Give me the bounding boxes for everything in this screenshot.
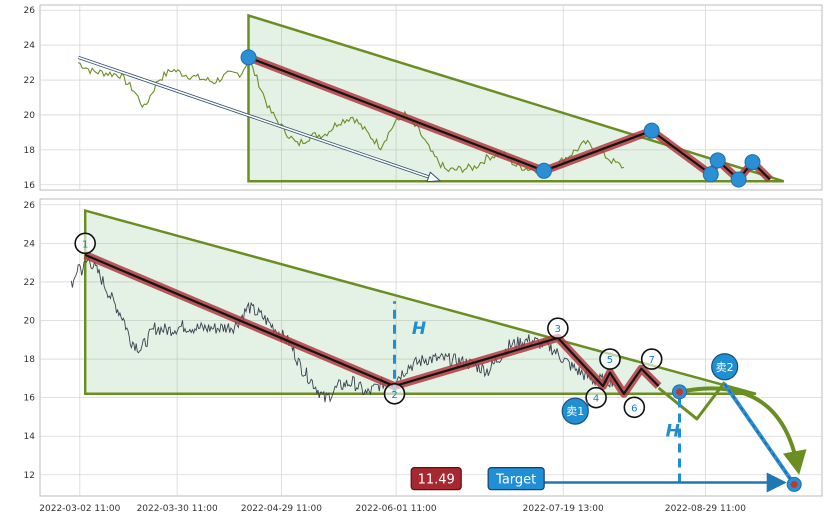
pivot-marker-3 bbox=[547, 317, 569, 340]
top-trend-arrow bbox=[77, 56, 437, 181]
bottom-panel-frame bbox=[39, 198, 823, 497]
top-y-tick-label: 24 bbox=[24, 41, 36, 51]
pivot-label-7: 7 bbox=[649, 355, 655, 366]
pivot-label-6: 6 bbox=[631, 403, 637, 414]
x-tick-label: 2022-07-19 13:00 bbox=[523, 504, 604, 514]
measure-h-label: H bbox=[412, 319, 426, 339]
bottom-y-tick-label: 18 bbox=[24, 355, 36, 365]
top-pivot-point bbox=[240, 49, 257, 66]
pivot-label-1: 1 bbox=[82, 239, 88, 250]
top-pivot-point bbox=[535, 162, 552, 179]
x-tick-label: 2022-04-29 11:00 bbox=[241, 504, 322, 514]
bottom-y-tick-label: 22 bbox=[24, 278, 35, 288]
pivot-marker-5 bbox=[599, 348, 621, 370]
pivot-marker-7 bbox=[640, 348, 663, 370]
top-pivot-point bbox=[744, 154, 761, 171]
pivot-marker-1 bbox=[74, 232, 96, 255]
x-tick-label: 2022-08-29 11:00 bbox=[665, 504, 746, 514]
pivot-marker-4 bbox=[585, 386, 607, 409]
price-tag: 11.49 bbox=[418, 473, 455, 488]
bottom-y-tick-label: 16 bbox=[24, 394, 36, 404]
pivot-label-4: 4 bbox=[593, 394, 599, 405]
measure-h-label: H bbox=[666, 421, 680, 441]
bottom-y-tick-label: 12 bbox=[24, 471, 35, 481]
bottom-triangle-pattern bbox=[83, 208, 757, 396]
top-y-tick-label: 26 bbox=[24, 6, 36, 16]
bottom-y-tick-label: 26 bbox=[24, 201, 36, 211]
projection-zigzag bbox=[657, 381, 726, 421]
breakout-curved-arrow bbox=[679, 386, 807, 475]
top-y-tick-label: 18 bbox=[24, 146, 36, 156]
top-trend-arrowhead bbox=[426, 171, 442, 183]
price-tag-box bbox=[410, 467, 462, 491]
top-y-tick-label: 20 bbox=[24, 111, 36, 121]
sell-marker-label-1: 卖1 bbox=[566, 405, 584, 418]
breakout-point-core bbox=[676, 388, 684, 396]
x-tick-label: 2022-06-01 11:00 bbox=[356, 504, 437, 514]
x-tick-label: 2022-03-02 11:00 bbox=[39, 504, 120, 514]
pivot-label-2: 2 bbox=[391, 390, 397, 401]
top-triangle-pattern bbox=[247, 13, 785, 183]
target-point-core bbox=[790, 480, 798, 488]
top-pivot-point bbox=[709, 152, 726, 169]
sell-path-dash bbox=[724, 383, 795, 485]
top-pivot-point bbox=[730, 171, 747, 188]
x-tick-label: 2022-03-30 11:00 bbox=[137, 504, 218, 514]
pivot-label-3: 3 bbox=[555, 324, 561, 335]
target-tag: Target bbox=[495, 473, 536, 488]
pivot-marker-6 bbox=[623, 396, 646, 419]
pivot-label-5: 5 bbox=[607, 355, 613, 366]
bottom-y-tick-label: 24 bbox=[24, 239, 36, 249]
sell-marker-1 bbox=[561, 397, 589, 425]
target-tag-box bbox=[487, 467, 545, 491]
top-pivot-point bbox=[643, 122, 660, 139]
sell-marker-2 bbox=[711, 353, 739, 381]
sell-1-connector bbox=[586, 399, 589, 410]
bottom-zigzag-line bbox=[84, 253, 660, 395]
top-pivot-point bbox=[702, 166, 719, 183]
pivot-marker-2 bbox=[383, 382, 406, 405]
top-y-tick-label: 16 bbox=[24, 181, 36, 191]
top-y-tick-label: 22 bbox=[24, 76, 35, 86]
bottom-y-tick-label: 20 bbox=[24, 317, 36, 327]
bottom-y-tick-label: 14 bbox=[24, 432, 36, 442]
sell-marker-label-2: 卖2 bbox=[716, 361, 734, 374]
